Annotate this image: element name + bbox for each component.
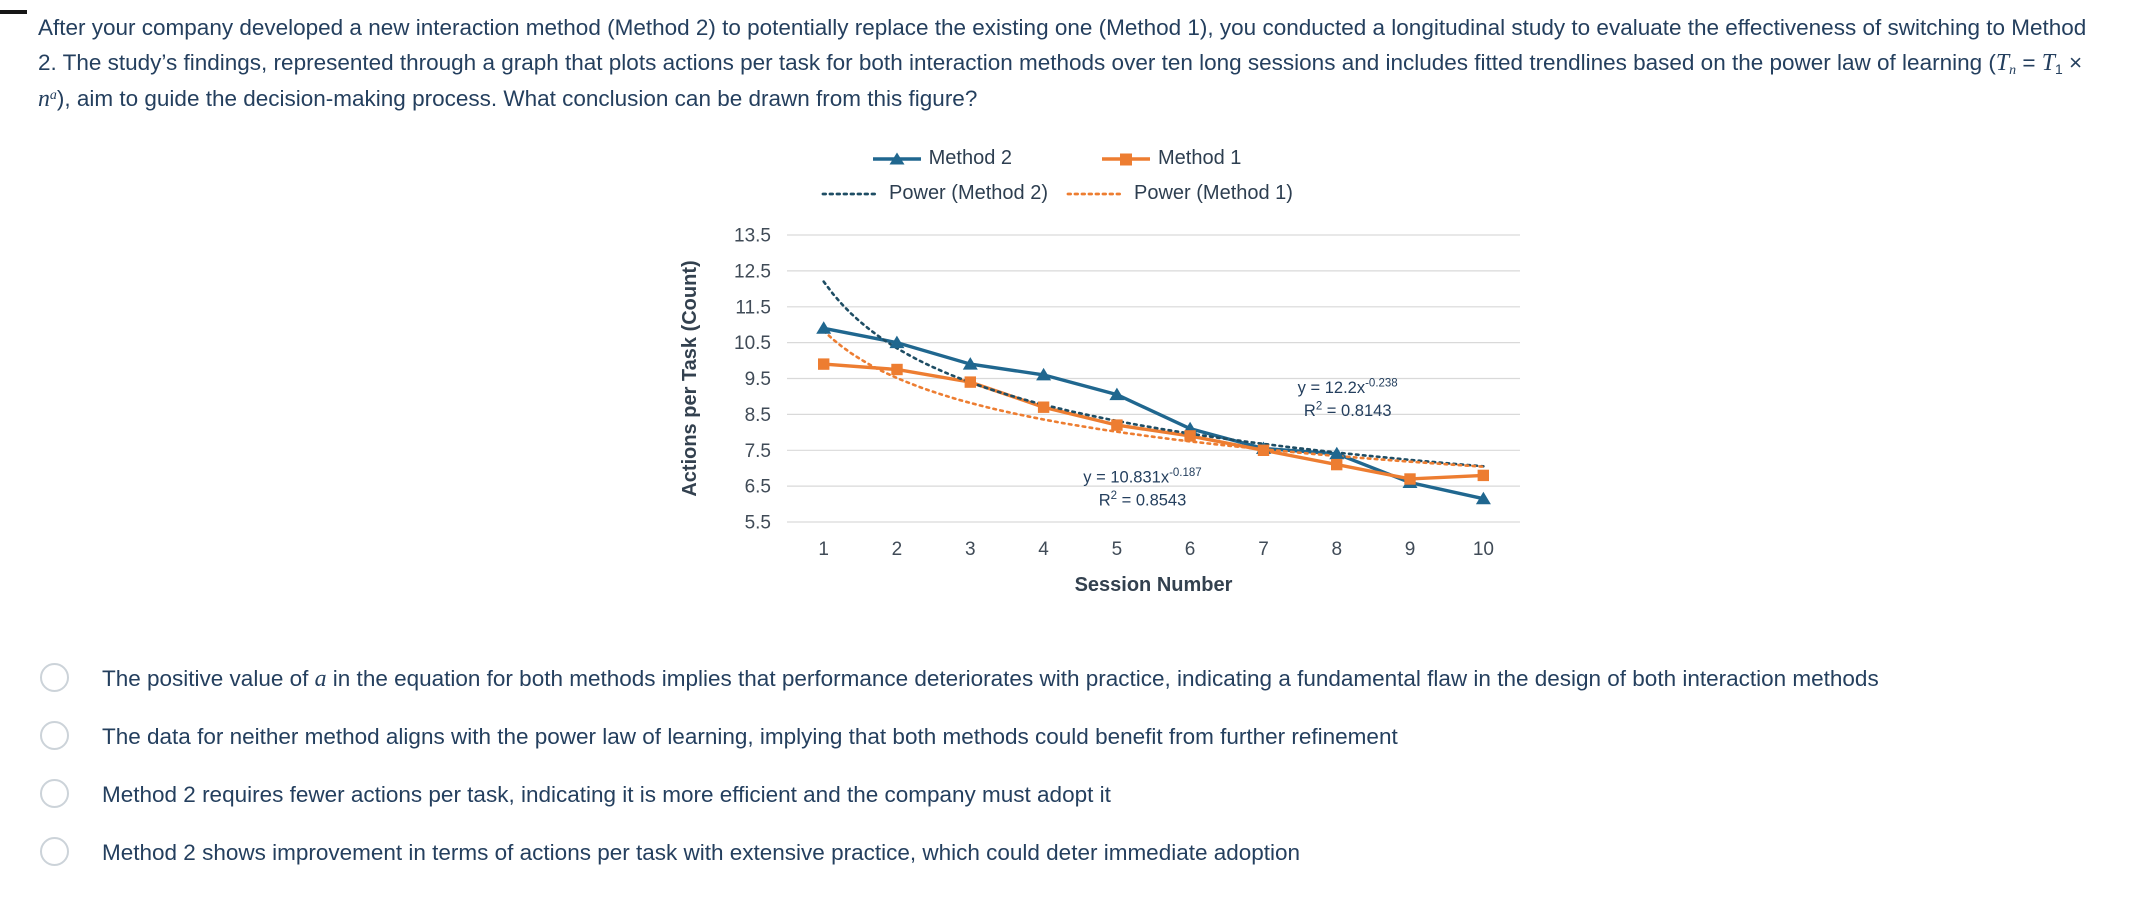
power-method1-line-marker <box>1066 186 1126 202</box>
option-4-label: Method 2 shows improvement in terms of a… <box>102 840 1301 865</box>
legend-item-method1: Method 1 <box>1102 147 1241 170</box>
svg-text:10: 10 <box>1473 539 1494 560</box>
svg-text:9.5: 9.5 <box>745 369 771 390</box>
svg-text:11.5: 11.5 <box>735 297 771 318</box>
option-3-label: Method 2 requires fewer actions per task… <box>102 782 1111 807</box>
learning-curve-chart: Method 2 Method 1 Power (Method 2) Power… <box>672 147 1552 609</box>
legend-row-1: Method 2 Method 1 <box>672 147 1442 170</box>
question-text: After your company developed a new inter… <box>38 10 2098 117</box>
answer-options: The positive value of a in the equation … <box>40 661 2096 871</box>
answer-option-3[interactable]: Method 2 requires fewer actions per task… <box>40 777 2096 813</box>
svg-text:4: 4 <box>1038 539 1049 560</box>
svg-text:8: 8 <box>1332 539 1343 560</box>
svg-text:R2 = 0.8543: R2 = 0.8543 <box>1099 490 1187 510</box>
svg-text:1: 1 <box>818 539 829 560</box>
question-before: After your company developed a new inter… <box>38 15 2087 75</box>
svg-text:8.5: 8.5 <box>745 405 771 426</box>
svg-text:6: 6 <box>1185 539 1196 560</box>
method1-line-marker <box>1102 151 1150 167</box>
radio-button-option-4[interactable] <box>40 837 69 866</box>
legend-item-method2: Method 2 <box>872 147 1012 170</box>
corner-mark <box>0 10 27 14</box>
svg-text:y = 12.2x-0.238: y = 12.2x-0.238 <box>1298 377 1398 397</box>
legend-row-2: Power (Method 2) Power (Method 1) <box>672 182 1442 205</box>
svg-text:5: 5 <box>1112 539 1123 560</box>
svg-text:12.5: 12.5 <box>734 261 771 282</box>
svg-text:10.5: 10.5 <box>734 333 771 354</box>
radio-button-option-2[interactable] <box>40 721 69 750</box>
legend-label-power-method1: Power (Method 1) <box>1134 182 1293 204</box>
option-1-label: The positive value of a in the equation … <box>102 666 1879 692</box>
answer-option-1[interactable]: The positive value of a in the equation … <box>40 661 2096 697</box>
svg-text:3: 3 <box>965 539 976 560</box>
svg-text:y = 10.831x-0.187: y = 10.831x-0.187 <box>1083 467 1201 487</box>
svg-text:Actions per Task (Count): Actions per Task (Count) <box>679 260 701 496</box>
svg-text:7: 7 <box>1258 539 1269 560</box>
legend-item-power-method1: Power (Method 1) <box>1066 182 1293 205</box>
legend-label-method1: Method 1 <box>1158 147 1242 169</box>
svg-text:Session Number: Session Number <box>1075 574 1233 596</box>
svg-text:6.5: 6.5 <box>745 477 771 498</box>
legend-item-power-method2: Power (Method 2) <box>821 182 1048 205</box>
power-method2-line-marker <box>821 186 881 202</box>
question-after: ), aim to guide the decision-making proc… <box>56 86 978 111</box>
chart-legend: Method 2 Method 1 Power (Method 2) Power… <box>672 147 1552 205</box>
radio-button-option-1[interactable] <box>40 663 69 692</box>
method2-line-marker <box>872 151 921 167</box>
power-law-formula: Tn = T1 × na <box>38 50 2083 112</box>
svg-text:7.5: 7.5 <box>745 441 771 462</box>
answer-option-4[interactable]: Method 2 shows improvement in terms of a… <box>40 835 2096 871</box>
svg-text:2: 2 <box>892 539 903 560</box>
svg-text:13.5: 13.5 <box>734 226 771 247</box>
radio-button-option-3[interactable] <box>40 779 69 808</box>
legend-label-power-method2: Power (Method 2) <box>889 182 1048 204</box>
svg-text:9: 9 <box>1405 539 1416 560</box>
answer-option-2[interactable]: The data for neither method aligns with … <box>40 719 2096 755</box>
option-2-label: The data for neither method aligns with … <box>102 724 1398 749</box>
svg-text:5.5: 5.5 <box>745 513 771 534</box>
svg-text:R2 = 0.8143: R2 = 0.8143 <box>1304 400 1392 420</box>
legend-label-method2: Method 2 <box>928 147 1012 169</box>
chart-plot-area: 5.5 6.5 7.5 8.5 9.5 10.5 11.5 12.5 13.5 1 2 3 4 5 6 7 8 9… <box>679 226 1520 596</box>
